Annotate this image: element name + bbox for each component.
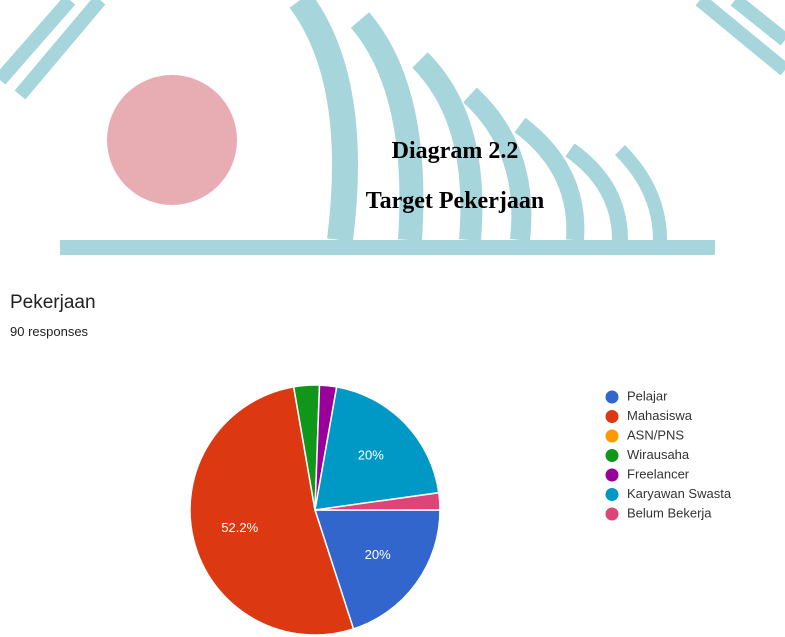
legend-swatch xyxy=(606,430,619,443)
legend-label: ASN/PNS xyxy=(627,427,684,442)
legend-swatch xyxy=(606,391,619,404)
data-label: 52.2% xyxy=(221,520,258,535)
chart-title: Pekerjaan xyxy=(10,292,96,313)
legend-label: Karyawan Swasta xyxy=(627,486,732,501)
data-label: 20% xyxy=(358,448,384,463)
legend-swatch xyxy=(606,449,619,462)
doc-title: Diagram 2.2 xyxy=(392,138,519,164)
legend-swatch xyxy=(606,410,619,423)
legend-label: Freelancer xyxy=(627,466,690,481)
doc-subtitle: Target Pekerjaan xyxy=(366,188,544,214)
page: Diagram 2.2 Target Pekerjaan Pekerjaan 9… xyxy=(0,0,785,637)
legend-swatch xyxy=(606,508,619,521)
chart-subtitle: 90 responses xyxy=(10,324,89,339)
decor-circle xyxy=(107,75,237,205)
data-label: 20% xyxy=(365,547,391,562)
legend-label: Belum Bekerja xyxy=(627,505,712,520)
legend-label: Mahasiswa xyxy=(627,408,693,423)
legend-label: Pelajar xyxy=(627,388,668,403)
legend-swatch xyxy=(606,488,619,501)
legend-label: Wirausaha xyxy=(627,447,690,462)
legend-swatch xyxy=(606,469,619,482)
